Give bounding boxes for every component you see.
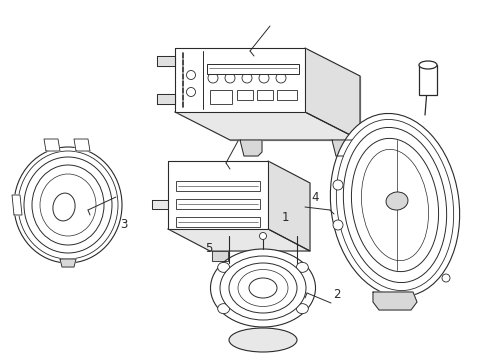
Ellipse shape xyxy=(418,61,436,69)
Polygon shape xyxy=(175,48,305,112)
Polygon shape xyxy=(74,139,90,151)
Ellipse shape xyxy=(296,262,308,273)
Polygon shape xyxy=(240,140,262,156)
Ellipse shape xyxy=(228,263,296,313)
Circle shape xyxy=(332,220,342,230)
Polygon shape xyxy=(168,229,309,251)
Ellipse shape xyxy=(18,151,118,259)
Polygon shape xyxy=(12,195,22,215)
Text: 5: 5 xyxy=(204,242,212,255)
Text: 4: 4 xyxy=(310,192,318,204)
Bar xyxy=(418,65,436,95)
Polygon shape xyxy=(175,112,359,140)
Ellipse shape xyxy=(14,147,122,263)
Polygon shape xyxy=(60,259,76,267)
Ellipse shape xyxy=(220,256,305,320)
Polygon shape xyxy=(267,161,309,251)
Circle shape xyxy=(441,274,449,282)
Ellipse shape xyxy=(330,113,459,297)
Polygon shape xyxy=(168,161,267,229)
Circle shape xyxy=(332,180,342,190)
Bar xyxy=(206,64,298,74)
Polygon shape xyxy=(157,94,175,104)
Ellipse shape xyxy=(248,278,276,298)
Ellipse shape xyxy=(24,157,112,253)
Bar xyxy=(176,181,260,191)
Ellipse shape xyxy=(351,138,438,271)
Text: 3: 3 xyxy=(120,219,127,231)
Polygon shape xyxy=(372,292,416,310)
Polygon shape xyxy=(152,200,168,209)
Ellipse shape xyxy=(228,328,296,352)
Polygon shape xyxy=(305,48,359,140)
Bar xyxy=(257,90,272,100)
Polygon shape xyxy=(44,139,60,151)
Text: 1: 1 xyxy=(282,211,289,225)
Bar xyxy=(176,217,260,227)
Ellipse shape xyxy=(53,193,75,221)
Polygon shape xyxy=(157,56,175,66)
Polygon shape xyxy=(331,140,353,156)
Ellipse shape xyxy=(296,303,308,314)
Ellipse shape xyxy=(210,249,315,327)
Ellipse shape xyxy=(336,120,453,291)
Text: 2: 2 xyxy=(332,288,340,301)
Bar xyxy=(209,90,231,104)
Polygon shape xyxy=(212,251,227,261)
Bar xyxy=(276,90,296,100)
Ellipse shape xyxy=(217,303,229,314)
Ellipse shape xyxy=(32,165,104,245)
Polygon shape xyxy=(229,76,359,140)
Circle shape xyxy=(259,233,266,239)
Bar xyxy=(237,90,252,100)
Bar xyxy=(176,199,260,209)
Ellipse shape xyxy=(343,127,446,283)
Ellipse shape xyxy=(217,262,229,273)
Ellipse shape xyxy=(385,192,407,210)
